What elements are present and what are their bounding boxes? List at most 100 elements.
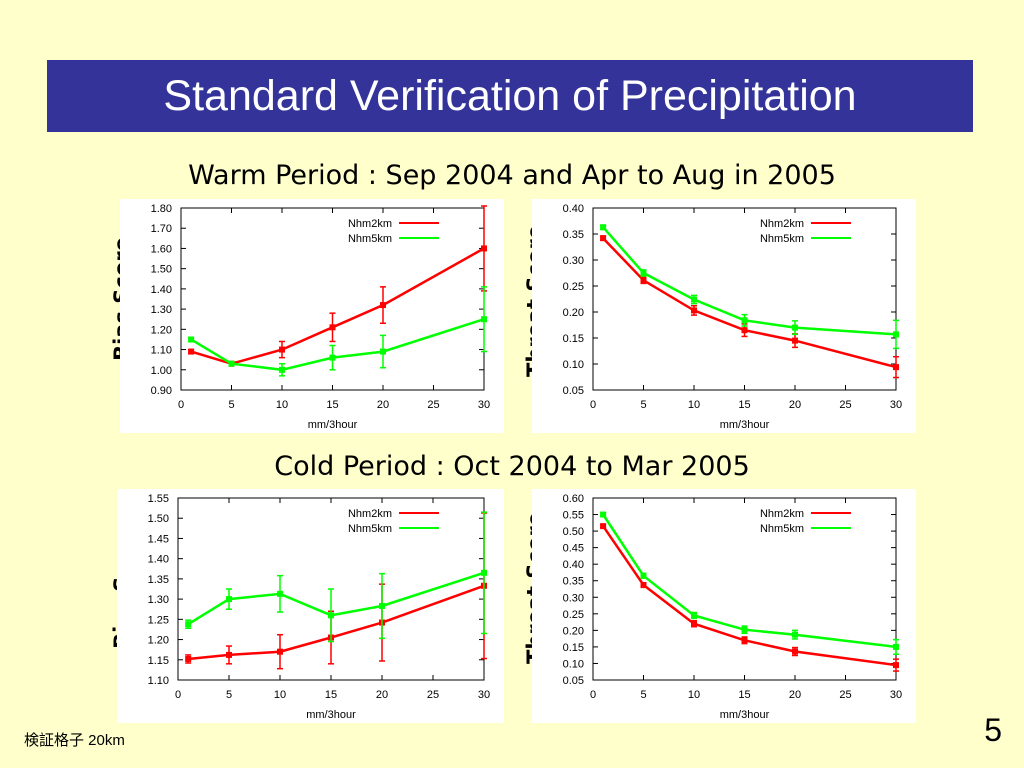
data-point [329,354,336,361]
data-point [328,612,334,619]
x-tick-label: 25 [839,689,851,701]
data-point [741,317,748,324]
warm-threat-plot: 0.05 0.10 0.15 0.20 0.25 0.30 0.35 0.40 0 5 10 15 20… [563,203,903,431]
slide-title-bar: Standard Verification of Precipitation [47,60,973,132]
y-tick-label: 1.50 [151,264,172,276]
data-point [228,360,235,367]
data-point [185,655,192,662]
data-point [600,224,607,231]
data-point [279,346,285,353]
data-point [279,366,285,373]
x-tick-label: 15 [738,399,750,411]
cold-threat-chart: 0.05 0.10 0.15 0.20 0.25 0.30 0.35 0.40 0.45 0.50… [532,489,916,723]
y-tick-label: 1.80 [151,203,172,215]
y-tick-label: 1.10 [151,345,172,357]
warm-period-label: Warm Period : Sep 2004 and Apr to Aug in… [188,160,836,191]
data-point [185,621,192,628]
x-tick-label: 0 [178,399,184,411]
data-point [277,590,283,597]
legend-label: Nhm2km [760,508,804,520]
y-tick-label: 1.20 [148,635,169,647]
data-point [380,348,386,355]
data-point [691,612,697,619]
x-tick-label: 20 [377,399,389,411]
y-tick-label: 1.10 [148,675,169,687]
legend-label: Nhm2km [348,218,392,230]
y-tick-label: 0.40 [563,559,584,571]
data-point [741,327,748,334]
x-tick-label: 25 [839,399,851,411]
data-point [600,511,607,518]
x-axis-label: mm/3hour [720,419,770,431]
x-tick-label: 15 [325,689,337,701]
legend-label: Nhm2km [760,218,804,230]
data-point [188,336,195,343]
y-tick-label: 1.20 [151,324,172,336]
legend-label: Nhm5km [348,233,392,245]
data-point [600,235,607,242]
x-tick-label: 25 [427,689,439,701]
plot-frame [592,497,897,681]
x-tick-label: 10 [276,399,288,411]
data-point [226,651,232,658]
x-tick-label: 20 [789,689,801,701]
y-tick-label: 0.45 [563,543,584,555]
y-tick-label: 1.35 [148,574,169,586]
y-tick-label: 1.50 [148,513,169,525]
data-point [481,316,487,323]
x-axis-label: mm/3hour [720,709,770,721]
legend-label: Nhm5km [348,523,392,535]
x-tick-label: 10 [688,689,700,701]
x-tick-label: 0 [590,689,596,701]
y-tick-label: 0.05 [563,385,584,397]
x-tick-label: 20 [376,689,388,701]
x-tick-label: 5 [640,689,646,701]
data-point [640,277,647,284]
series-line-nhm2km [602,525,897,667]
data-point [792,337,798,344]
series-line-nhm5km [187,571,485,626]
data-point [741,637,748,644]
y-tick-label: 1.60 [151,243,172,255]
data-point [691,307,697,314]
warm-bias-plot: 0.90 1.00 1.10 1.20 1.30 1.40 1.50 1.60 1.70 1.80… [151,203,491,431]
y-tick-label: 0.60 [563,493,584,505]
x-tick-label: 15 [738,689,750,701]
x-tick-label: 0 [590,399,596,411]
y-tick-label: 0.55 [563,510,584,522]
x-tick-label: 15 [326,399,338,411]
slide-title: Standard Verification of Precipitation [163,71,857,120]
series-line-nhm2km [190,247,485,366]
y-tick-label: 0.10 [563,658,584,670]
data-point [640,572,647,579]
x-tick-label: 30 [890,399,902,411]
x-axis-label: mm/3hour [306,709,356,721]
series-line-nhm5km [190,318,485,372]
y-tick-label: 0.30 [563,592,584,604]
data-point [691,620,697,627]
y-tick-label: 0.20 [563,625,584,637]
y-tick-label: 1.40 [148,554,169,566]
series-line-nhm2km [188,584,485,661]
x-tick-label: 30 [478,689,490,701]
x-tick-label: 10 [688,399,700,411]
y-tick-label: 1.70 [151,223,172,235]
y-tick-label: 1.00 [151,365,172,377]
y-tick-label: 0.90 [151,385,172,397]
data-point [380,302,386,309]
cold-bias-chart: 1.10 1.15 1.20 1.25 1.30 1.35 1.40 1.45 1.50 1.55… [117,489,504,723]
y-tick-label: 0.05 [563,675,584,687]
y-tick-label: 0.25 [563,609,584,621]
series-line-nhm5km [602,226,897,336]
legend-label: Nhm2km [348,508,392,520]
data-point [893,643,899,650]
legend-label: Nhm5km [760,233,804,245]
x-tick-label: 5 [226,689,232,701]
series-line-nhm2km [602,237,897,369]
footer-note: 検証格子 20km [24,732,125,749]
data-point [600,523,607,530]
y-tick-label: 1.25 [148,614,169,626]
x-tick-label: 25 [427,399,439,411]
y-tick-label: 0.15 [563,642,584,654]
data-point [481,245,487,252]
